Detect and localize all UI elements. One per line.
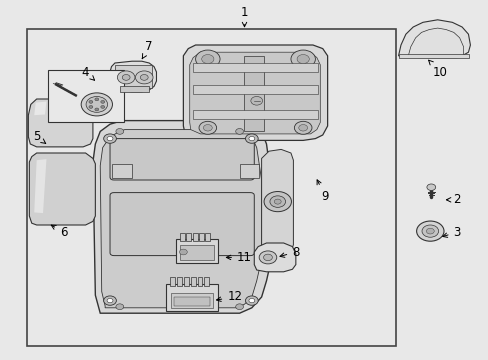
- Text: 7: 7: [142, 40, 153, 59]
- Circle shape: [245, 296, 258, 305]
- FancyBboxPatch shape: [110, 139, 254, 180]
- Circle shape: [235, 129, 243, 134]
- Bar: [173, 297, 210, 306]
- Circle shape: [103, 296, 116, 305]
- Bar: [177, 277, 182, 286]
- Circle shape: [89, 105, 93, 108]
- Bar: [48, 70, 123, 122]
- Circle shape: [248, 298, 254, 303]
- Bar: [193, 63, 317, 72]
- Bar: [244, 56, 264, 131]
- Bar: [193, 85, 317, 94]
- Text: 3: 3: [442, 226, 460, 239]
- Polygon shape: [29, 153, 95, 225]
- Polygon shape: [261, 149, 293, 254]
- Circle shape: [140, 75, 148, 80]
- Circle shape: [117, 71, 135, 84]
- Bar: [180, 245, 214, 260]
- Text: 1: 1: [240, 6, 248, 27]
- Circle shape: [95, 108, 99, 111]
- Circle shape: [250, 96, 262, 105]
- Circle shape: [264, 192, 291, 212]
- Polygon shape: [28, 99, 93, 147]
- Bar: [192, 233, 197, 241]
- Circle shape: [416, 221, 443, 241]
- Circle shape: [107, 298, 113, 303]
- Polygon shape: [398, 20, 469, 58]
- Bar: [205, 233, 210, 241]
- Circle shape: [201, 55, 214, 63]
- Bar: [190, 277, 195, 286]
- Bar: [183, 277, 188, 286]
- Text: 8: 8: [280, 246, 299, 258]
- Circle shape: [235, 304, 243, 310]
- Text: 6: 6: [51, 225, 67, 239]
- Circle shape: [426, 184, 435, 190]
- Text: 2: 2: [446, 193, 460, 206]
- Bar: [166, 284, 217, 311]
- Circle shape: [107, 136, 113, 141]
- Bar: [120, 86, 149, 92]
- Circle shape: [103, 134, 116, 143]
- Circle shape: [122, 75, 130, 80]
- Circle shape: [248, 136, 254, 141]
- FancyBboxPatch shape: [110, 193, 254, 256]
- Circle shape: [296, 55, 309, 63]
- Bar: [170, 277, 175, 286]
- Circle shape: [245, 134, 258, 143]
- Bar: [204, 277, 209, 286]
- Bar: [398, 54, 468, 58]
- Bar: [239, 164, 259, 178]
- Bar: [176, 239, 217, 263]
- Circle shape: [116, 304, 123, 310]
- Bar: [171, 293, 212, 308]
- Circle shape: [199, 121, 216, 134]
- Polygon shape: [34, 159, 46, 213]
- Bar: [199, 233, 203, 241]
- Text: 5: 5: [33, 130, 45, 143]
- Bar: [197, 277, 202, 286]
- Polygon shape: [189, 52, 320, 134]
- Circle shape: [274, 199, 281, 204]
- Polygon shape: [183, 45, 327, 140]
- Bar: [112, 164, 132, 178]
- Polygon shape: [93, 121, 271, 313]
- Circle shape: [426, 228, 433, 234]
- Polygon shape: [110, 61, 156, 92]
- Polygon shape: [100, 130, 261, 308]
- Circle shape: [294, 121, 311, 134]
- Bar: [115, 65, 151, 88]
- Circle shape: [89, 100, 93, 103]
- Circle shape: [259, 251, 276, 264]
- Polygon shape: [34, 102, 46, 115]
- Circle shape: [101, 105, 104, 108]
- Bar: [186, 233, 191, 241]
- Circle shape: [116, 129, 123, 134]
- Circle shape: [269, 196, 285, 207]
- Text: 9: 9: [316, 180, 328, 203]
- Text: 11: 11: [226, 251, 251, 264]
- Circle shape: [86, 96, 107, 112]
- Circle shape: [135, 71, 153, 84]
- Text: 10: 10: [428, 60, 447, 78]
- Circle shape: [101, 100, 104, 103]
- Polygon shape: [254, 243, 295, 272]
- Circle shape: [195, 50, 220, 68]
- Circle shape: [290, 50, 315, 68]
- Circle shape: [203, 125, 212, 131]
- Bar: [180, 233, 184, 241]
- Circle shape: [81, 93, 112, 116]
- Circle shape: [179, 249, 187, 255]
- Bar: [27, 29, 395, 346]
- Circle shape: [298, 125, 307, 131]
- Text: 4: 4: [81, 66, 94, 80]
- Circle shape: [263, 254, 272, 261]
- Bar: [193, 110, 317, 119]
- Circle shape: [421, 225, 438, 237]
- Text: 12: 12: [216, 291, 242, 303]
- Circle shape: [95, 98, 99, 101]
